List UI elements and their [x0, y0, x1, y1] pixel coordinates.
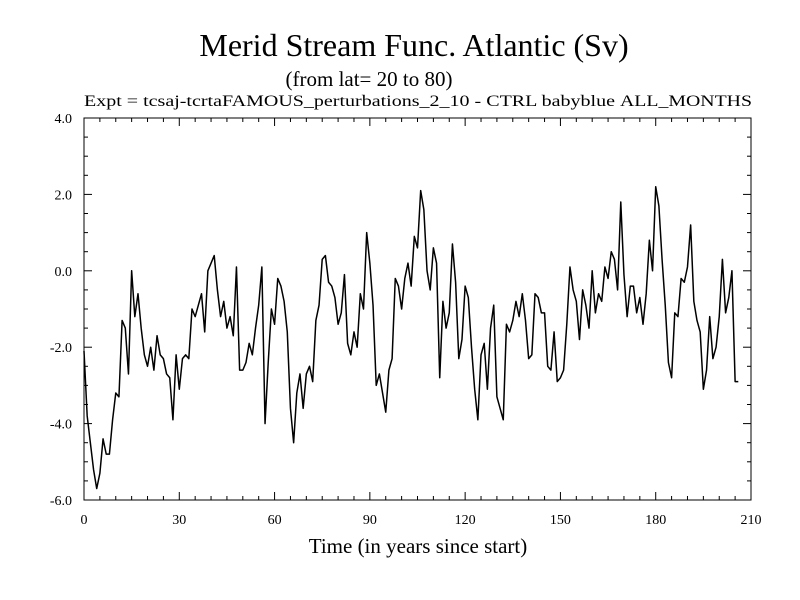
x-tick-label: 30 [172, 513, 186, 528]
x-tick-label: 150 [550, 513, 571, 528]
y-tick-label: -4.0 [50, 418, 72, 433]
x-tick-label: 180 [645, 513, 666, 528]
x-axis-tick-labels: 0 30 60 90 120 150 180 210 [81, 513, 762, 528]
months-label: ALL_MONTHS [620, 93, 752, 110]
x-axis-label: Time (in years since start) [309, 534, 528, 558]
x-axis-ticks [83, 118, 752, 500]
experiment-label: Expt = tcsaj-tcrtaFAMOUS_perturbations_2… [84, 93, 615, 110]
y-tick-label: 2.0 [55, 188, 73, 203]
y-tick-label: 4.0 [55, 112, 73, 127]
y-tick-label: 0.0 [55, 265, 73, 280]
chart-title: Merid Stream Func. Atlantic (Sv) [199, 27, 628, 63]
x-tick-label: 90 [363, 513, 377, 528]
chart-subtitle: (from lat= 20 to 80) [286, 67, 453, 91]
y-axis-tick-labels: -6.0 -4.0 -2.0 0.0 2.0 4.0 [50, 112, 72, 509]
x-tick-label: 210 [741, 513, 762, 528]
x-tick-label: 0 [81, 513, 88, 528]
y-tick-label: -6.0 [50, 494, 72, 509]
plot-frame [83, 117, 752, 501]
x-tick-label: 120 [455, 513, 476, 528]
x-tick-label: 60 [268, 513, 282, 528]
y-axis-ticks [84, 117, 751, 501]
y-tick-label: -2.0 [50, 341, 72, 356]
series-line-atlantic-moc [83, 186, 739, 490]
